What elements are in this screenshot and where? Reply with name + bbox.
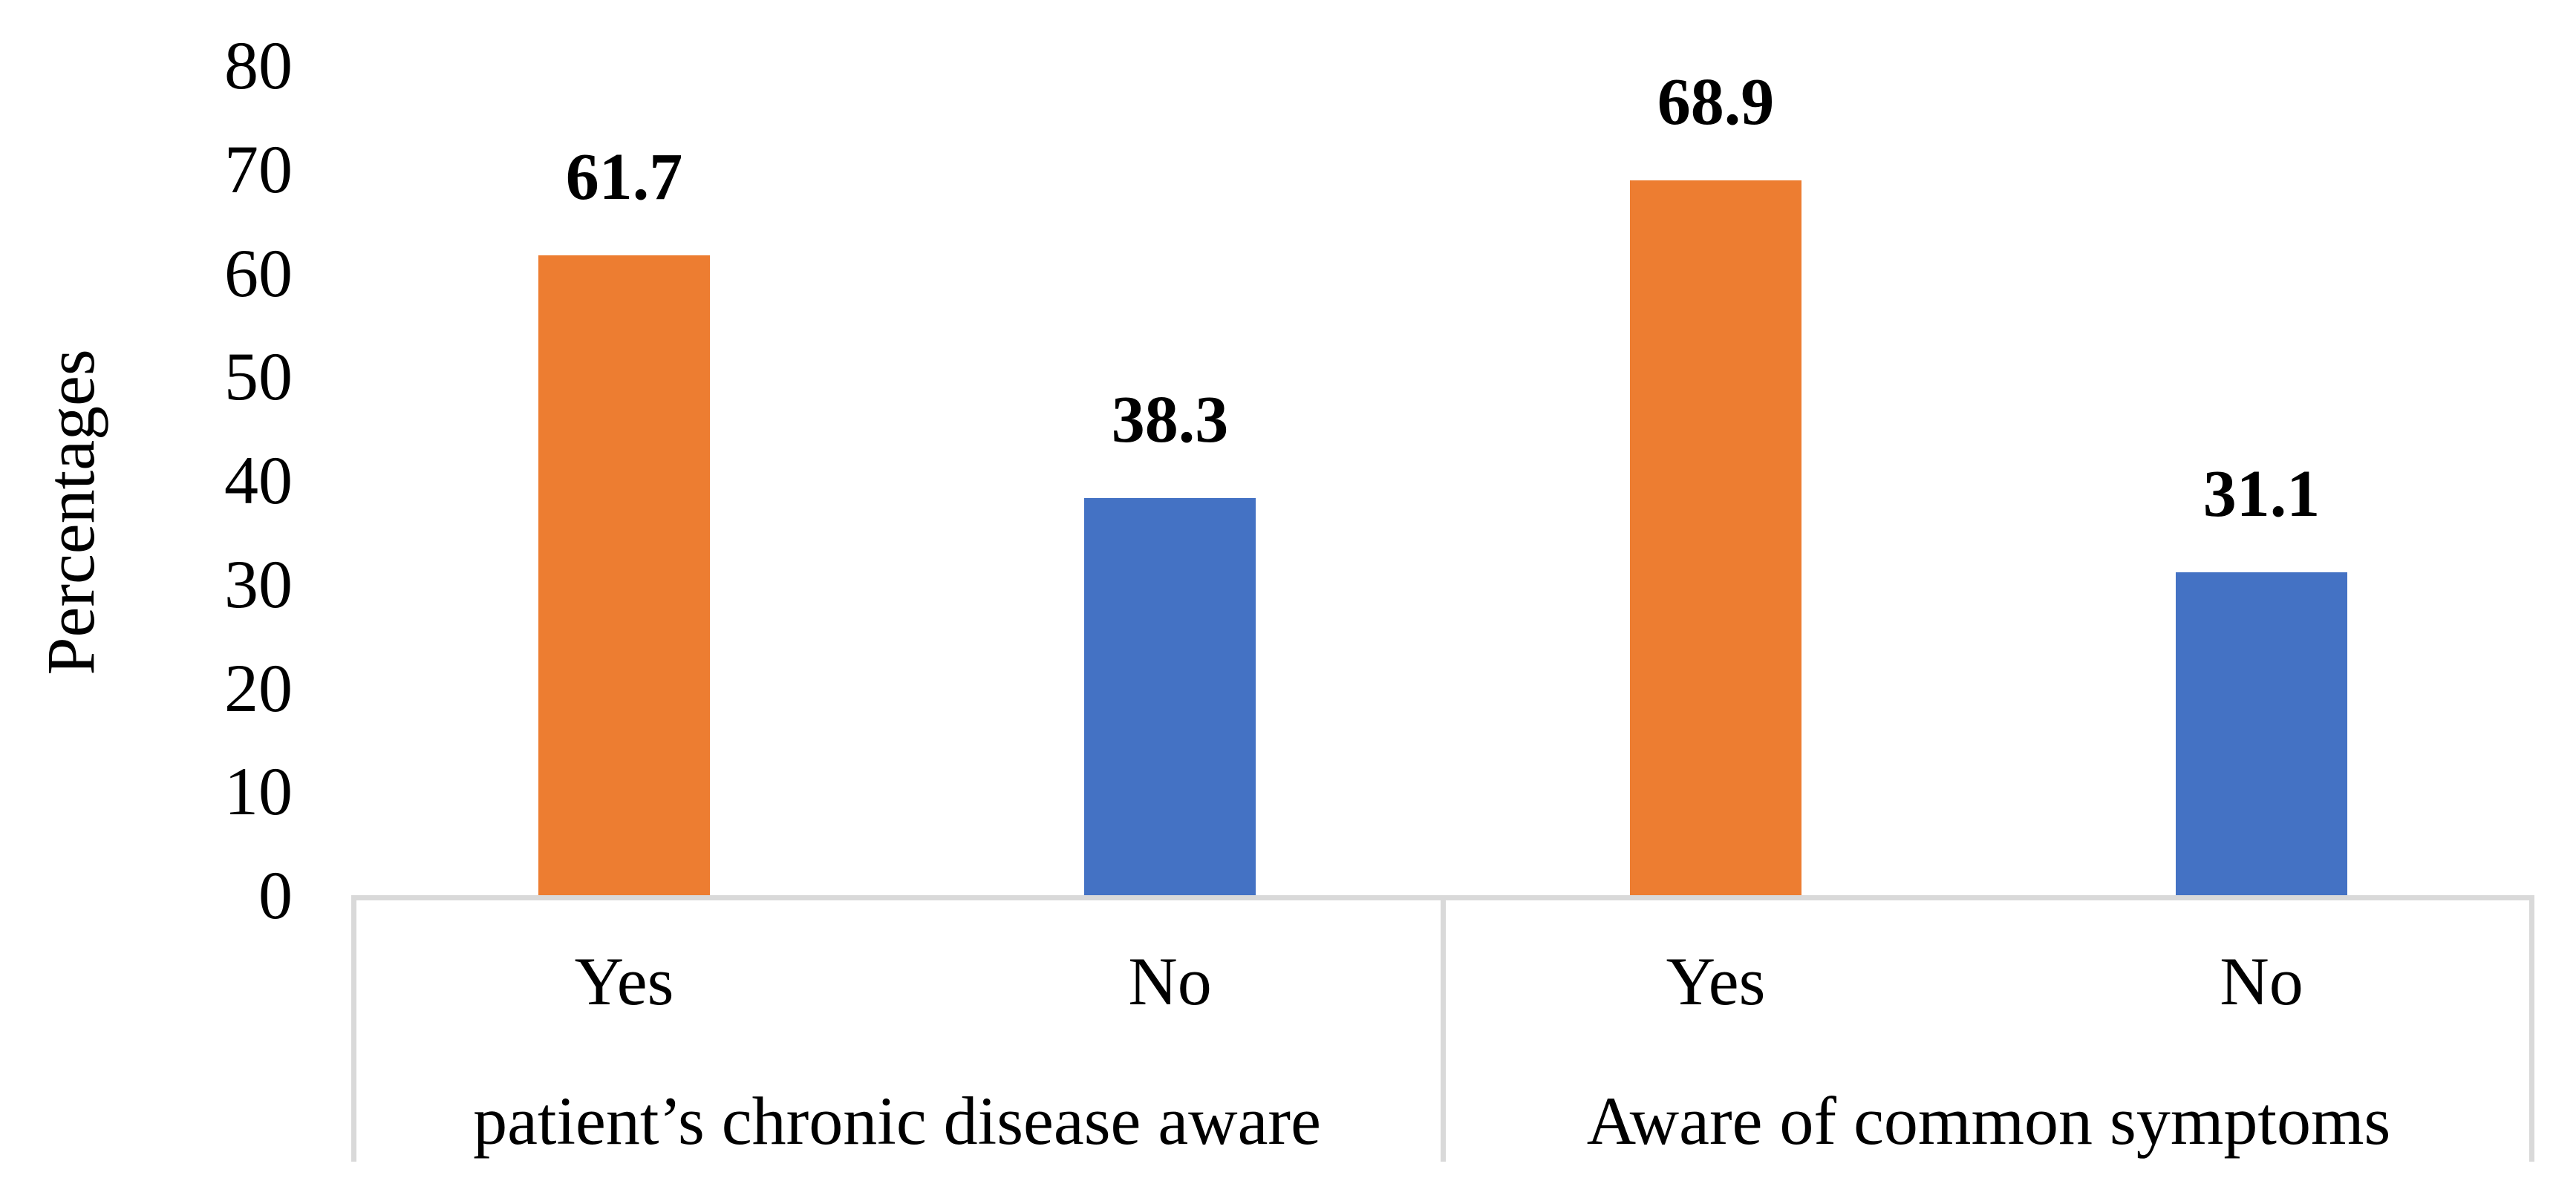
category-label-yes-group1: Yes [574,943,674,1019]
bar-yes-group1 [538,255,710,895]
y-tick-label-40: 40 [224,442,293,518]
y-tick-label-70: 70 [224,131,293,207]
group-label-1: patient’s chronic disease aware [473,1083,1321,1159]
category-label-yes-group2: Yes [1666,943,1766,1019]
category-label-no-group2: No [2220,943,2303,1019]
y-tick-label-20: 20 [224,649,293,726]
category-box-border-right [2529,895,2534,1162]
y-tick-label-50: 50 [224,338,293,415]
data-label-no-group1: 38.3 [1111,382,1229,456]
group-label-2: Aware of common symptoms [1586,1083,2391,1159]
y-tick-label-10: 10 [224,753,293,830]
y-tick-label-60: 60 [224,235,293,311]
data-label-yes-group2: 68.9 [1657,65,1775,140]
bar-no-group2 [2176,572,2347,895]
bar-yes-group2 [1630,180,1801,895]
category-label-no-group1: No [1128,943,1212,1019]
y-tick-label-80: 80 [224,27,293,103]
data-label-no-group2: 31.1 [2202,457,2321,531]
y-tick-label-0: 0 [258,857,293,933]
category-box-divider [1440,895,1446,1162]
category-box-border-left [351,895,356,1162]
bar-no-group1 [1084,497,1256,895]
y-tick-label-30: 30 [224,546,293,622]
data-label-yes-group1: 61.7 [565,140,683,214]
